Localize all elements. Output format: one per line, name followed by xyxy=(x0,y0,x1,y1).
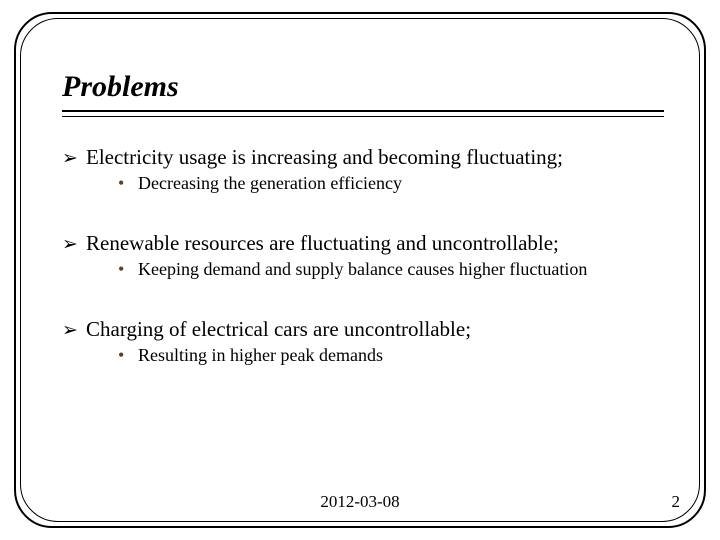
disc-bullet-icon: • xyxy=(118,173,138,195)
arrow-bullet-icon: ➢ xyxy=(62,319,86,344)
slide-content: Problems ➢ Electricity usage is increasi… xyxy=(62,70,662,367)
slide-title: Problems xyxy=(62,70,662,104)
bullet-level2: • Resulting in higher peak demands xyxy=(118,344,662,367)
title-underline-thin xyxy=(62,116,664,117)
bullet-level1-text: Electricity usage is increasing and beco… xyxy=(86,143,563,171)
list-item: ➢ Electricity usage is increasing and be… xyxy=(62,143,662,195)
footer-page-number: 2 xyxy=(672,492,681,512)
list-item: ➢ Charging of electrical cars are uncont… xyxy=(62,315,662,367)
bullet-level1: ➢ Charging of electrical cars are uncont… xyxy=(62,315,662,344)
bullet-level2-text: Resulting in higher peak demands xyxy=(138,344,383,367)
bullet-level2-text: Keeping demand and supply balance causes… xyxy=(138,258,587,281)
bullet-list: ➢ Electricity usage is increasing and be… xyxy=(62,143,662,367)
disc-bullet-icon: • xyxy=(118,345,138,367)
disc-bullet-icon: • xyxy=(118,259,138,281)
bullet-level1: ➢ Renewable resources are fluctuating an… xyxy=(62,229,662,258)
bullet-level1-text: Renewable resources are fluctuating and … xyxy=(86,229,559,257)
bullet-level2-text: Decreasing the generation efficiency xyxy=(138,172,402,195)
arrow-bullet-icon: ➢ xyxy=(62,147,86,172)
title-underline-thick xyxy=(62,110,664,112)
bullet-level2: • Decreasing the generation efficiency xyxy=(118,172,662,195)
bullet-level2: • Keeping demand and supply balance caus… xyxy=(118,258,662,281)
bullet-level1-text: Charging of electrical cars are uncontro… xyxy=(86,315,471,343)
list-item: ➢ Renewable resources are fluctuating an… xyxy=(62,229,662,281)
footer-date: 2012-03-08 xyxy=(0,492,720,512)
bullet-level1: ➢ Electricity usage is increasing and be… xyxy=(62,143,662,172)
arrow-bullet-icon: ➢ xyxy=(62,233,86,258)
